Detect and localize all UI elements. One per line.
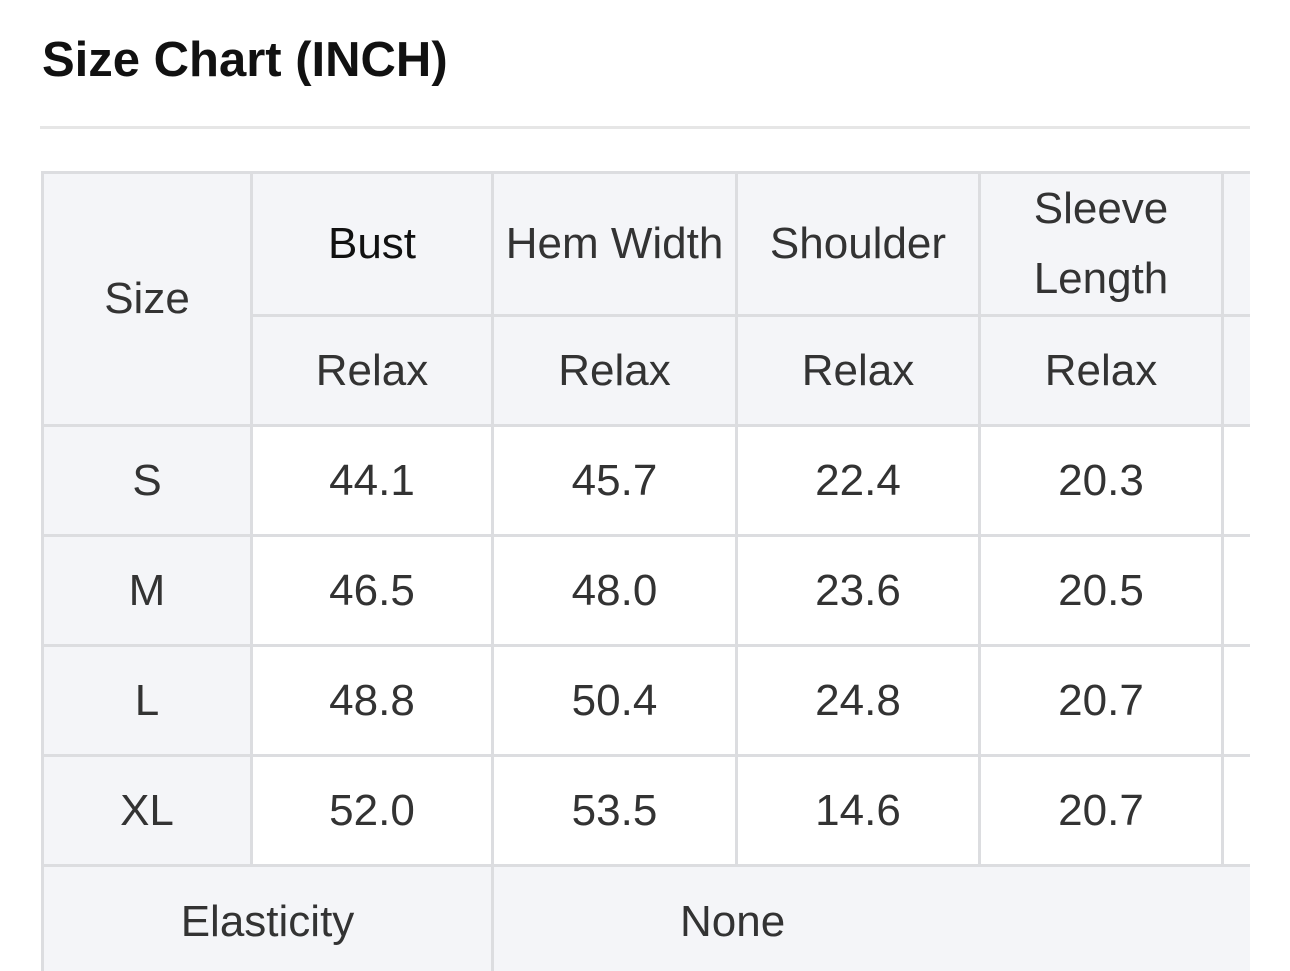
value-cell-hidden xyxy=(1223,536,1251,646)
column-header-sleeve-length: Sleeve Length xyxy=(980,173,1223,316)
size-cell: S xyxy=(43,426,252,536)
column-header-bust: Bust xyxy=(252,173,493,316)
table-row: L 48.8 50.4 24.8 20.7 xyxy=(43,646,1251,756)
value-cell: 22.4 xyxy=(737,426,980,536)
subheader-relax: Relax xyxy=(252,316,493,426)
value-cell: 53.5 xyxy=(493,756,737,866)
subheader-relax: Relax xyxy=(737,316,980,426)
subheader-relax: Relax xyxy=(493,316,737,426)
size-chart-table: Size Bust Hem Width Shoulder Sleeve Leng… xyxy=(41,171,1250,971)
value-cell: 20.3 xyxy=(980,426,1223,536)
subheader-hidden xyxy=(1223,316,1251,426)
page-title: Size Chart (INCH) xyxy=(42,32,448,88)
value-cell: 20.5 xyxy=(980,536,1223,646)
value-cell: 45.7 xyxy=(493,426,737,536)
value-cell: 50.4 xyxy=(493,646,737,756)
table-row: XL 52.0 53.5 14.6 20.7 xyxy=(43,756,1251,866)
value-cell: 20.7 xyxy=(980,756,1223,866)
value-cell-hidden xyxy=(1223,756,1251,866)
size-header: Size xyxy=(43,173,252,426)
value-cell: 20.7 xyxy=(980,646,1223,756)
value-cell-hidden xyxy=(1223,646,1251,756)
column-header-hem-width: Hem Width xyxy=(493,173,737,316)
table-row: M 46.5 48.0 23.6 20.5 xyxy=(43,536,1251,646)
size-cell: L xyxy=(43,646,252,756)
column-header-hidden xyxy=(1223,173,1251,316)
value-cell: 48.8 xyxy=(252,646,493,756)
value-cell: 52.0 xyxy=(252,756,493,866)
size-cell: M xyxy=(43,536,252,646)
value-cell: 46.5 xyxy=(252,536,493,646)
elasticity-label: Elasticity xyxy=(43,866,493,971)
value-cell: 44.1 xyxy=(252,426,493,536)
divider xyxy=(40,126,1250,129)
elasticity-value: None xyxy=(493,866,1251,971)
elasticity-row: Elasticity None xyxy=(43,866,1251,971)
size-chart-table-container[interactable]: Size Bust Hem Width Shoulder Sleeve Leng… xyxy=(41,171,1250,971)
size-cell: XL xyxy=(43,756,252,866)
value-cell: 24.8 xyxy=(737,646,980,756)
value-cell: 14.6 xyxy=(737,756,980,866)
value-cell: 23.6 xyxy=(737,536,980,646)
column-header-shoulder: Shoulder xyxy=(737,173,980,316)
subheader-relax: Relax xyxy=(980,316,1223,426)
value-cell: 48.0 xyxy=(493,536,737,646)
table-row: S 44.1 45.7 22.4 20.3 xyxy=(43,426,1251,536)
value-cell-hidden xyxy=(1223,426,1251,536)
